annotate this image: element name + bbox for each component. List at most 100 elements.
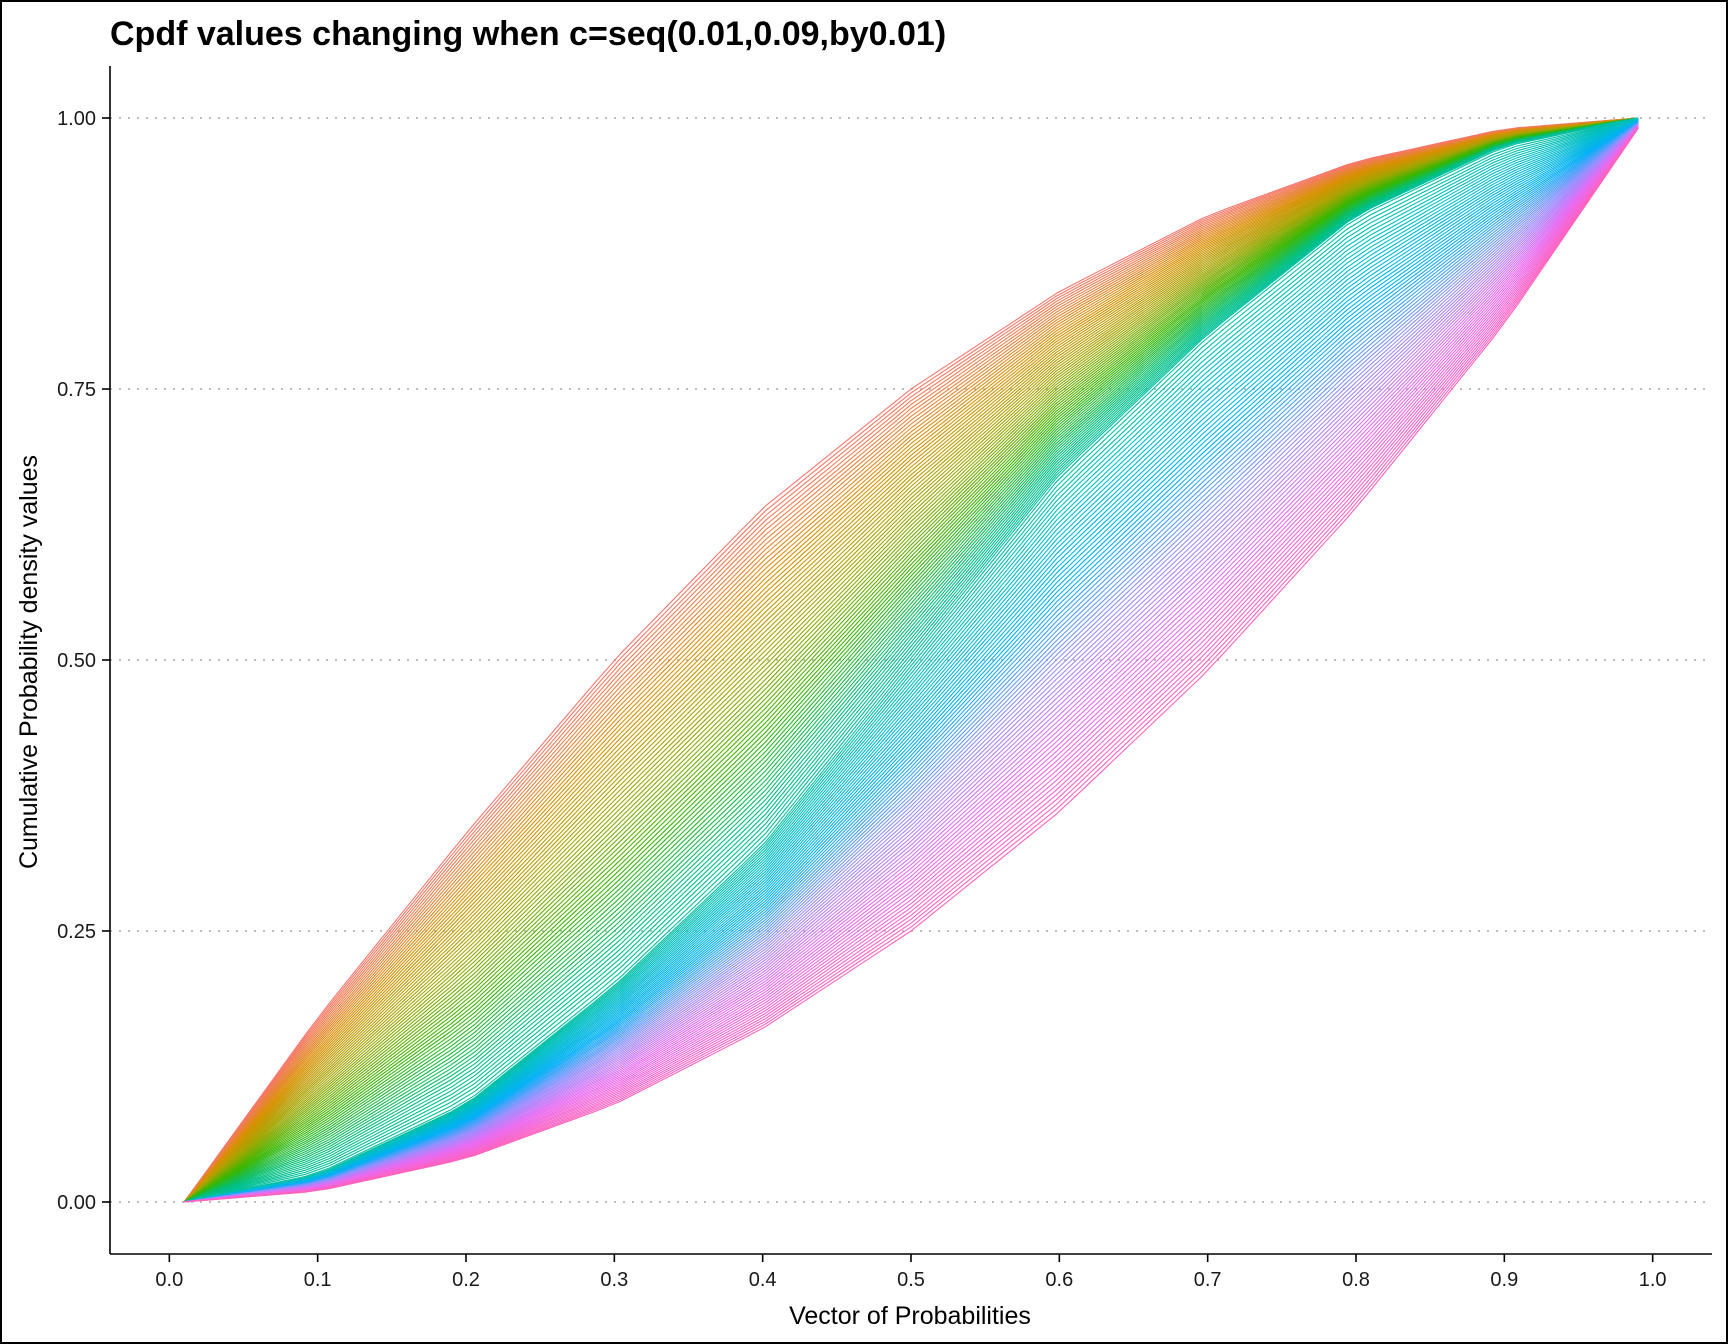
series-line	[183, 117, 1639, 1203]
series-line	[183, 117, 1639, 1203]
x-tick-label: 0.0	[155, 1269, 183, 1291]
series-line	[183, 117, 1639, 1203]
series-line	[183, 117, 1639, 1203]
x-axis-label: Vector of Probabilities	[789, 1302, 1031, 1330]
series-line	[183, 125, 1639, 1203]
series-line	[183, 117, 1639, 1203]
x-tick-label: 0.9	[1490, 1269, 1518, 1291]
series-line	[183, 122, 1639, 1203]
x-tick-label: 0.1	[304, 1269, 332, 1291]
series-line	[183, 118, 1639, 1203]
series-line	[183, 123, 1639, 1203]
series-line	[183, 117, 1639, 1203]
series-line	[183, 117, 1639, 1203]
series-line	[183, 127, 1639, 1203]
series-line	[183, 117, 1639, 1203]
series-line	[183, 117, 1639, 1203]
series-line	[183, 117, 1639, 1203]
series-line	[183, 118, 1639, 1203]
x-tick-label: 0.8	[1342, 1269, 1370, 1291]
series-line	[183, 119, 1639, 1203]
series-line	[183, 117, 1639, 1203]
series-line	[183, 120, 1639, 1203]
series-line	[183, 117, 1639, 1203]
series-line	[183, 120, 1639, 1203]
series-line	[183, 117, 1639, 1203]
y-tick-label: 1.00	[57, 108, 96, 130]
series-line	[183, 117, 1639, 1203]
series-line	[183, 124, 1639, 1203]
series-line	[183, 119, 1639, 1203]
series-line	[183, 117, 1639, 1203]
series-line	[183, 121, 1639, 1203]
series-line	[183, 123, 1639, 1203]
series-line	[183, 117, 1639, 1203]
series-line	[183, 117, 1639, 1203]
series-line	[183, 117, 1639, 1203]
series-line	[183, 117, 1639, 1203]
series-line	[183, 117, 1639, 1203]
series-line	[183, 117, 1639, 1203]
series-line	[183, 119, 1639, 1203]
series-line	[183, 117, 1639, 1203]
series-line	[183, 117, 1639, 1203]
series-line	[183, 117, 1639, 1203]
series-line	[183, 117, 1639, 1203]
series-line	[183, 127, 1639, 1203]
series-line	[183, 117, 1639, 1203]
series-line	[183, 122, 1639, 1203]
series-line	[183, 117, 1639, 1203]
series-line	[183, 117, 1639, 1203]
series-line	[183, 117, 1639, 1203]
series-line	[183, 117, 1639, 1203]
series-line	[183, 117, 1639, 1203]
series-line	[183, 126, 1639, 1203]
series-line	[183, 117, 1639, 1203]
series-line	[183, 125, 1639, 1203]
series-line	[183, 117, 1639, 1203]
series-line	[183, 117, 1639, 1203]
series-line	[183, 120, 1639, 1203]
series-line	[183, 117, 1639, 1203]
series-line	[183, 117, 1639, 1203]
series-line	[183, 127, 1639, 1203]
x-tick-label: 0.7	[1194, 1269, 1222, 1291]
series-line	[183, 117, 1639, 1203]
series-line	[183, 117, 1639, 1203]
series-line	[183, 117, 1639, 1203]
series-line	[183, 117, 1639, 1203]
series-line	[183, 125, 1639, 1203]
y-tick-label: 0.50	[57, 650, 96, 672]
series-line	[183, 118, 1639, 1203]
series-line	[183, 125, 1639, 1203]
series-line	[183, 126, 1639, 1203]
series-line	[183, 117, 1639, 1203]
series-line	[183, 117, 1639, 1203]
series-line	[183, 120, 1639, 1203]
x-tick-label: 0.2	[452, 1269, 480, 1291]
series-line	[183, 122, 1639, 1203]
series-line	[183, 117, 1639, 1203]
series-line	[183, 121, 1639, 1203]
series-line	[183, 126, 1639, 1203]
series-line	[183, 127, 1639, 1203]
series-line	[183, 122, 1639, 1203]
y-axis-label: Cumulative Probability density values	[15, 455, 43, 869]
series-line	[183, 123, 1639, 1203]
series-line	[183, 117, 1639, 1203]
series-line	[183, 117, 1639, 1203]
series-line	[183, 125, 1639, 1203]
series-line	[183, 117, 1639, 1203]
x-tick-label: 0.3	[600, 1269, 628, 1291]
series-line	[183, 118, 1639, 1203]
series-line	[183, 117, 1639, 1203]
series-line	[183, 117, 1639, 1203]
series-line	[183, 119, 1639, 1203]
series-line	[183, 117, 1639, 1203]
series-line	[183, 117, 1639, 1203]
y-tick-label: 0.00	[57, 1192, 96, 1214]
series-line	[183, 117, 1639, 1203]
series-line	[183, 117, 1639, 1203]
